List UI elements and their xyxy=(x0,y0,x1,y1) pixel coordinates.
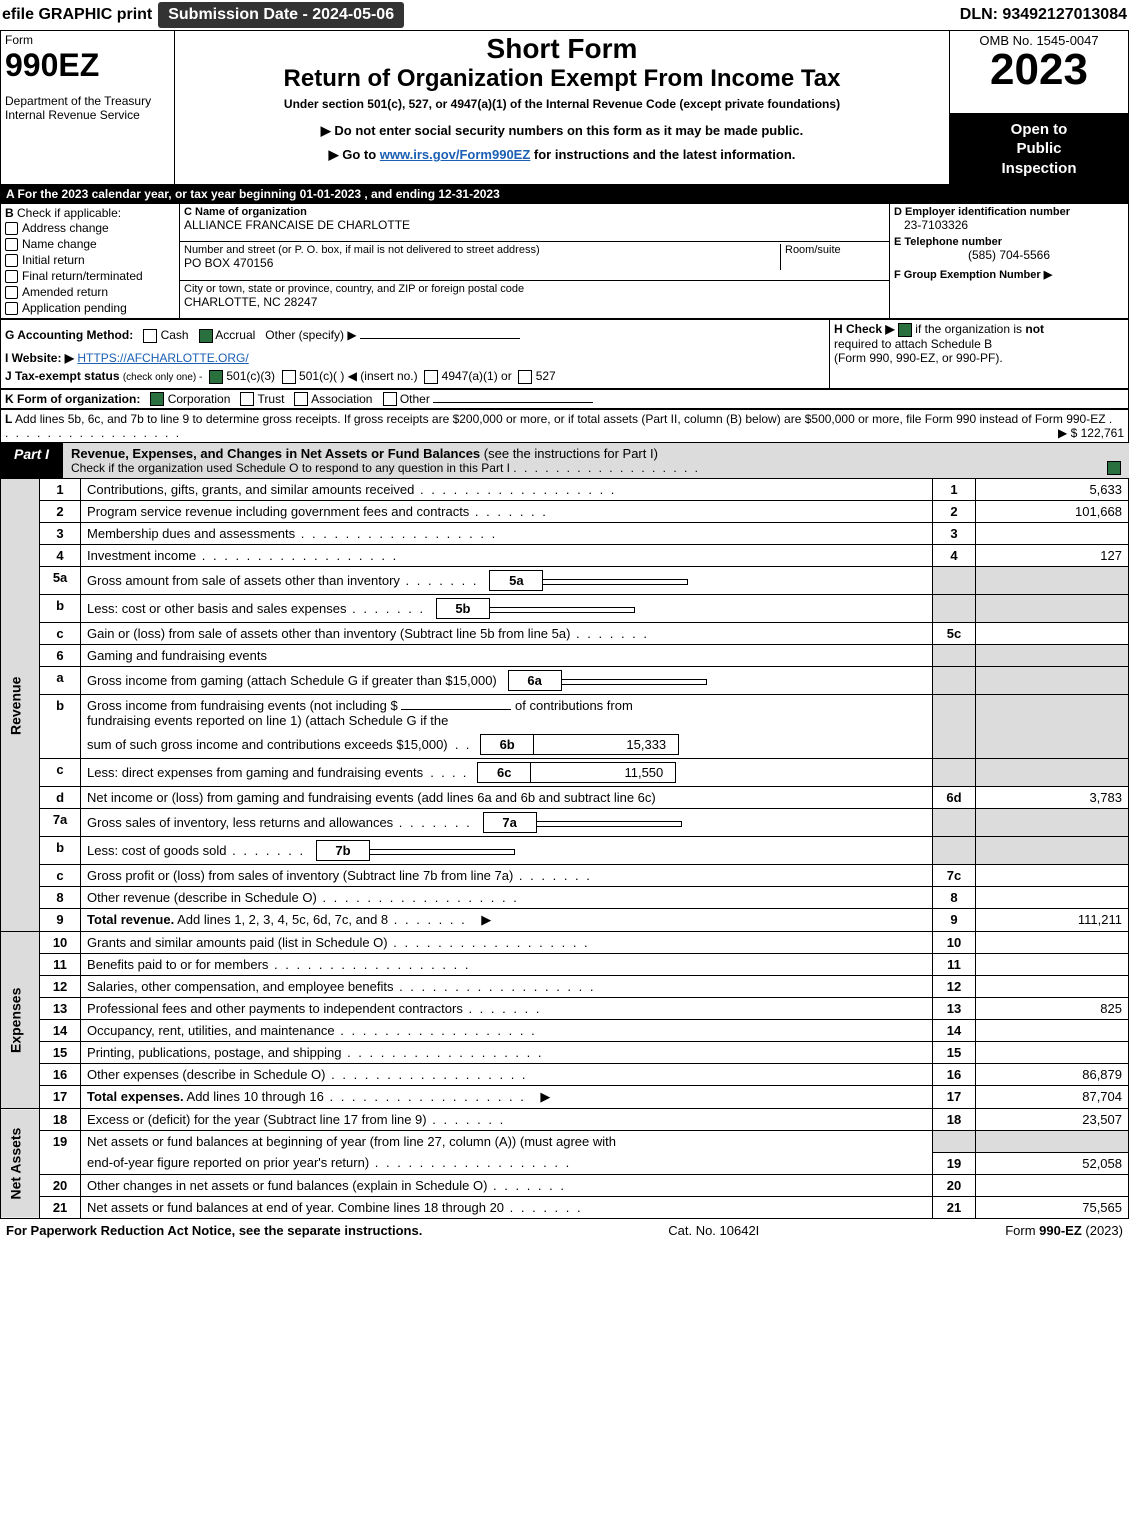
check-trust[interactable] xyxy=(240,392,254,406)
amt-6d: 3,783 xyxy=(976,787,1129,809)
check-schedule-o[interactable] xyxy=(1107,461,1121,475)
check-4947[interactable] xyxy=(424,370,438,384)
amt-18: 23,507 xyxy=(976,1109,1129,1131)
side-netassets: Net Assets xyxy=(1,1109,40,1219)
amt-1: 5,633 xyxy=(976,479,1129,501)
check-amended[interactable]: Amended return xyxy=(5,284,175,300)
footer-left: For Paperwork Reduction Act Notice, see … xyxy=(6,1223,422,1238)
amt-10 xyxy=(976,932,1129,954)
amt-19: 52,058 xyxy=(976,1152,1129,1174)
submission-date: Submission Date - 2024-05-06 xyxy=(158,2,404,28)
street: PO BOX 470156 xyxy=(184,256,780,270)
amt-12 xyxy=(976,976,1129,998)
val-6c: 11,550 xyxy=(531,762,676,783)
amt-9: 111,211 xyxy=(976,909,1129,932)
part1-lines: Revenue 1 Contributions, gifts, grants, … xyxy=(0,478,1129,1219)
check-cash[interactable] xyxy=(143,329,157,343)
part1-tab: Part I xyxy=(0,443,63,478)
goto-line: ▶ Go to www.irs.gov/Form990EZ for instru… xyxy=(179,147,945,163)
footer-mid: Cat. No. 10642I xyxy=(668,1223,759,1238)
section-g: G Accounting Method: Cash Accrual Other … xyxy=(5,322,825,349)
check-final-return[interactable]: Final return/terminated xyxy=(5,268,175,284)
part1-header: Part I Revenue, Expenses, and Changes in… xyxy=(0,443,1129,478)
short-form-title: Short Form xyxy=(179,33,945,65)
val-5b xyxy=(490,607,635,613)
f-label: F Group Exemption Number ▶ xyxy=(894,268,1124,281)
amt-21: 75,565 xyxy=(976,1196,1129,1218)
check-pending[interactable]: Application pending xyxy=(5,300,175,316)
phone: (585) 704-5566 xyxy=(894,248,1124,262)
val-6b: 15,333 xyxy=(534,734,679,755)
section-h: H Check ▶ if the organization is not req… xyxy=(834,322,1124,365)
ssn-warning: ▶ Do not enter social security numbers o… xyxy=(179,123,945,139)
irs-link[interactable]: www.irs.gov/Form990EZ xyxy=(380,147,531,162)
open-inspection-box: Open to Public Inspection xyxy=(950,114,1128,185)
room-label: Room/suite xyxy=(785,244,885,256)
check-h[interactable] xyxy=(898,323,912,337)
header-info-table: B Check if applicable: Address change Na… xyxy=(0,203,1129,319)
amt-16: 86,879 xyxy=(976,1064,1129,1086)
amt-3 xyxy=(976,523,1129,545)
val-6a xyxy=(562,679,707,685)
check-name-change[interactable]: Name change xyxy=(5,236,175,252)
check-address-change[interactable]: Address change xyxy=(5,220,175,236)
c-label: C Name of organization xyxy=(184,206,885,218)
street-label: Number and street (or P. O. box, if mail… xyxy=(184,244,780,256)
section-l: L Add lines 5b, 6c, and 7b to line 9 to … xyxy=(0,409,1129,443)
efile-label: efile GRAPHIC print xyxy=(2,6,152,24)
section-i: I Website: ▶ HTTPS://AFCHARLOTTE.ORG/ xyxy=(5,349,825,367)
check-accrual[interactable] xyxy=(199,329,213,343)
website-link[interactable]: HTTPS://AFCHARLOTTE.ORG/ xyxy=(77,351,248,365)
section-b: B Check if applicable: xyxy=(5,206,175,220)
d-label: D Employer identification number xyxy=(894,206,1124,218)
form-header-table: Form 990EZ Department of the Treasury In… xyxy=(0,30,1129,185)
amt-11 xyxy=(976,954,1129,976)
return-title: Return of Organization Exempt From Incom… xyxy=(179,65,945,93)
top-bar: efile GRAPHIC print Submission Date - 20… xyxy=(0,0,1129,30)
irs-label: Internal Revenue Service xyxy=(5,108,170,122)
under-section: Under section 501(c), 527, or 4947(a)(1)… xyxy=(179,97,945,111)
form-label: Form xyxy=(5,33,170,47)
check-501c-other[interactable] xyxy=(282,370,296,384)
dept-label: Department of the Treasury xyxy=(5,94,170,108)
city: CHARLOTTE, NC 28247 xyxy=(184,295,885,309)
tax-year: 2023 xyxy=(954,48,1124,92)
amt-8 xyxy=(976,887,1129,909)
section-k: K Form of organization: Corporation Trus… xyxy=(0,389,1129,410)
amt-20 xyxy=(976,1174,1129,1196)
val-5a xyxy=(543,579,688,585)
amt-14 xyxy=(976,1020,1129,1042)
check-corp[interactable] xyxy=(150,392,164,406)
amt-15 xyxy=(976,1042,1129,1064)
amt-17: 87,704 xyxy=(976,1086,1129,1109)
check-527[interactable] xyxy=(518,370,532,384)
val-7a xyxy=(537,821,682,827)
check-501c3[interactable] xyxy=(209,370,223,384)
e-label: E Telephone number xyxy=(894,236,1124,248)
amt-2: 101,668 xyxy=(976,501,1129,523)
city-label: City or town, state or province, country… xyxy=(184,283,885,295)
gross-receipts: ▶ $ 122,761 xyxy=(1058,426,1124,440)
amt-4: 127 xyxy=(976,545,1129,567)
g-h-section: G Accounting Method: Cash Accrual Other … xyxy=(0,319,1129,389)
ein: 23-7103326 xyxy=(904,218,1124,232)
line-a: A For the 2023 calendar year, or tax yea… xyxy=(0,185,1129,203)
check-initial-return[interactable]: Initial return xyxy=(5,252,175,268)
form-number: 990EZ xyxy=(5,47,170,84)
footer: For Paperwork Reduction Act Notice, see … xyxy=(0,1219,1129,1242)
amt-7c xyxy=(976,865,1129,887)
amt-5c xyxy=(976,623,1129,645)
dln-label: DLN: 93492127013084 xyxy=(960,6,1127,24)
side-expenses: Expenses xyxy=(1,932,40,1109)
val-7b xyxy=(370,849,515,855)
footer-right: Form 990-EZ (2023) xyxy=(1005,1223,1123,1238)
side-revenue: Revenue xyxy=(1,479,40,932)
amt-13: 825 xyxy=(976,998,1129,1020)
org-name: ALLIANCE FRANCAISE DE CHARLOTTE xyxy=(184,218,885,232)
section-j: J Tax-exempt status (check only one) - 5… xyxy=(5,367,825,386)
check-assoc[interactable] xyxy=(294,392,308,406)
check-other[interactable] xyxy=(383,392,397,406)
